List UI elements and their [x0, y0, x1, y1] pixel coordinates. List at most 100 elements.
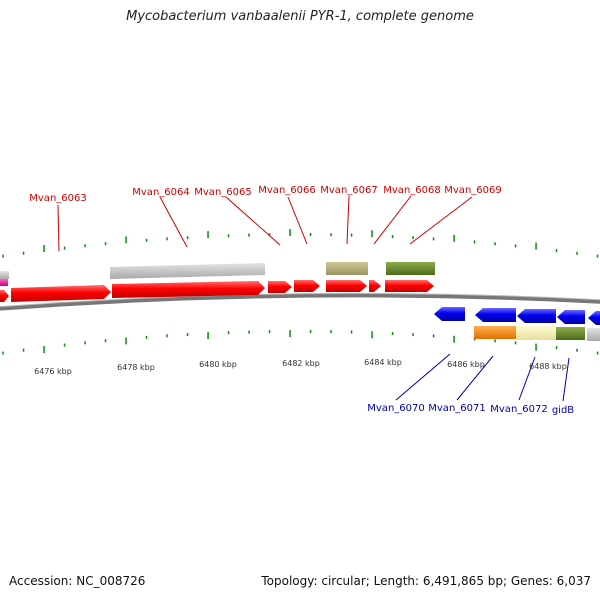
- minor-tick: [145, 335, 148, 339]
- major-tick: [43, 245, 45, 252]
- minor-tick: [104, 242, 107, 246]
- lower-tick-row: [2, 330, 599, 355]
- gene-label[interactable]: gidB: [552, 405, 574, 416]
- minor-tick: [350, 233, 353, 237]
- minor-tick: [248, 330, 250, 334]
- minor-tick: [350, 330, 353, 334]
- scale-labels: 6476 kbp 6478 kbp 6480 kbp 6482 kbp 6484…: [34, 358, 567, 376]
- scale-label: 6476 kbp: [34, 367, 72, 376]
- major-tick: [43, 346, 45, 353]
- minor-tick: [330, 233, 332, 237]
- lower-gene-labels: Mvan_6070 Mvan_6071 Mvan_6072 gidB: [367, 353, 574, 416]
- minor-tick: [2, 254, 4, 258]
- genome-stats-text: Topology: circular; Length: 6,491,865 bp…: [261, 574, 591, 588]
- minor-tick: [596, 254, 599, 258]
- minor-tick: [412, 333, 414, 337]
- gene-label[interactable]: Mvan_6072: [490, 404, 547, 415]
- scale-label: 6478 kbp: [117, 363, 155, 372]
- minor-tick: [84, 341, 86, 345]
- minor-tick: [63, 343, 66, 347]
- gene-arrow-forward[interactable]: [11, 285, 111, 302]
- major-tick: [207, 231, 209, 239]
- minor-tick: [555, 249, 558, 253]
- gene-arrow-reverse[interactable]: [588, 311, 600, 325]
- scale-label: 6488 kbp: [529, 362, 567, 371]
- gene-feature-gray-left[interactable]: [0, 271, 9, 279]
- gene-arrow-forward[interactable]: [0, 290, 9, 302]
- gene-feature-cream[interactable]: [516, 326, 556, 340]
- gene-arrow-forward[interactable]: [268, 281, 292, 293]
- minor-tick: [2, 351, 4, 355]
- major-tick: [125, 236, 127, 244]
- minor-tick: [309, 233, 312, 236]
- genome-backbone: [0, 293, 600, 311]
- minor-tick: [596, 351, 599, 355]
- gene-feature-gray-lower[interactable]: [587, 328, 600, 341]
- minor-tick: [432, 334, 435, 338]
- gene-label[interactable]: Mvan_6064: [132, 187, 189, 198]
- leader-line: [287, 196, 308, 245]
- major-tick: [535, 343, 537, 351]
- minor-tick: [330, 330, 332, 334]
- minor-tick: [186, 333, 189, 337]
- gene-label[interactable]: Mvan_6063: [29, 193, 86, 204]
- minor-tick: [412, 236, 414, 240]
- gene-feature-khaki[interactable]: [326, 262, 368, 275]
- scale-label: 6482 kbp: [282, 359, 320, 368]
- minor-tick: [268, 233, 271, 237]
- major-tick: [289, 229, 291, 236]
- gene-feature-orange[interactable]: [474, 326, 516, 339]
- leader-line: [562, 357, 570, 402]
- gene-arrow-reverse[interactable]: [434, 307, 465, 321]
- major-tick: [289, 330, 291, 337]
- gene-arrow-forward[interactable]: [326, 280, 367, 292]
- minor-tick: [268, 330, 271, 334]
- leader-line: [518, 356, 536, 401]
- major-tick: [453, 335, 455, 343]
- major-tick: [371, 331, 373, 339]
- gene-arrow-forward[interactable]: [369, 280, 381, 292]
- major-tick: [371, 230, 373, 238]
- gene-label[interactable]: Mvan_6067: [320, 185, 377, 196]
- minor-tick: [63, 246, 66, 250]
- minor-tick: [576, 348, 578, 352]
- gene-label[interactable]: Mvan_6069: [444, 185, 501, 196]
- minor-tick: [22, 348, 25, 352]
- gene-arrow-forward[interactable]: [385, 280, 434, 292]
- minor-tick: [166, 334, 168, 338]
- leader-line: [225, 196, 281, 246]
- gene-label[interactable]: Mvan_6070: [367, 403, 424, 414]
- gene-label[interactable]: Mvan_6068: [383, 185, 440, 196]
- gene-feature-olive-lower[interactable]: [556, 327, 585, 340]
- leader-line: [346, 195, 350, 245]
- gene-arrow-reverse[interactable]: [475, 308, 516, 322]
- major-tick: [207, 332, 209, 340]
- minor-tick: [576, 251, 578, 255]
- gene-label[interactable]: Mvan_6071: [428, 403, 485, 414]
- upper-tick-row: [2, 229, 599, 258]
- gene-arrow-forward[interactable]: [294, 280, 320, 292]
- reverse-strand-genes: [434, 307, 600, 341]
- gene-feature-gray[interactable]: [110, 263, 265, 279]
- minor-tick: [309, 330, 312, 333]
- gene-feature-pink[interactable]: [0, 279, 8, 286]
- map-title: Mycobacterium vanbaalenii PYR-1, complet…: [126, 9, 474, 24]
- minor-tick: [186, 236, 189, 240]
- gene-arrow-forward[interactable]: [112, 281, 265, 298]
- leader-line: [159, 196, 188, 248]
- minor-tick: [514, 244, 517, 248]
- upper-gene-labels: Mvan_6063 Mvan_6064 Mvan_6065 Mvan_6066 …: [29, 185, 502, 252]
- gene-label[interactable]: Mvan_6066: [258, 185, 315, 196]
- gene-arrow-reverse[interactable]: [557, 310, 585, 324]
- minor-tick: [473, 240, 476, 244]
- genome-backbone-highlight: [0, 292, 600, 308]
- leader-line: [409, 196, 473, 245]
- minor-tick: [84, 244, 86, 248]
- minor-tick: [166, 237, 168, 241]
- gene-feature-olive[interactable]: [386, 262, 435, 275]
- forward-strand-genes: [0, 262, 435, 302]
- gene-arrow-reverse[interactable]: [517, 309, 556, 323]
- scale-label: 6486 kbp: [447, 360, 485, 369]
- gene-label[interactable]: Mvan_6065: [194, 187, 251, 198]
